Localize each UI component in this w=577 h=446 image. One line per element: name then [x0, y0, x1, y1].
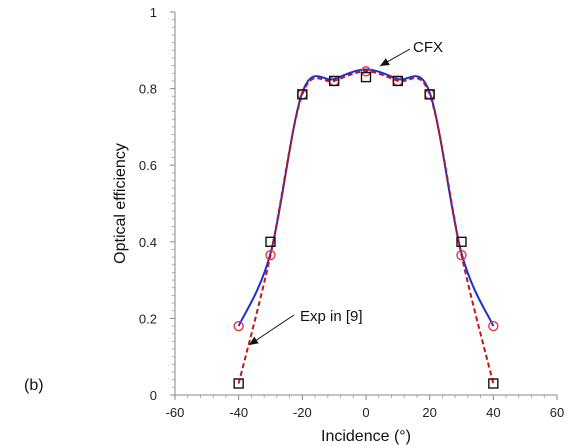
x-tick-label: 40 — [486, 405, 500, 420]
y-tick-label: 0.4 — [139, 235, 157, 250]
square-marker — [424, 89, 435, 100]
square-marker — [360, 71, 372, 83]
square-marker — [297, 89, 308, 100]
square-marker — [488, 378, 499, 389]
y-tick-label: 0.8 — [139, 82, 157, 97]
x-tick-label: 60 — [550, 405, 564, 420]
cfx-arrow-head — [380, 58, 390, 66]
circle-marker — [456, 250, 467, 261]
circle-marker — [360, 66, 372, 77]
series-group — [233, 66, 499, 389]
x-tick-label: -40 — [229, 405, 248, 420]
x-axis-title: Incidence (°) — [321, 428, 411, 445]
x-tick-label: -60 — [166, 405, 185, 420]
square-marker — [456, 236, 467, 248]
cfx-callout-label: CFX — [413, 39, 443, 56]
exp-arrow-head — [249, 336, 259, 345]
x-tick-label: -20 — [293, 405, 312, 420]
axes: -60 -40 -20 0 20 40 60 0 0.2 0.4 0.6 0.8 1 — [139, 5, 564, 420]
circle-marker — [233, 320, 244, 332]
panel-label: (b) — [24, 377, 44, 394]
square-marker — [392, 75, 404, 87]
x-tick-label: 0 — [362, 405, 369, 420]
dashed-line — [237, 70, 495, 384]
y-tick-label: 0 — [150, 388, 157, 403]
exp-arrow-line — [248, 314, 295, 346]
y-tick-label: 0.6 — [139, 158, 157, 173]
annotations: CFX Exp in [9] — [248, 39, 443, 346]
circle-marker — [488, 320, 499, 332]
exp-callout-label: Exp in [9] — [300, 308, 363, 325]
square-marker — [265, 236, 276, 248]
square-marker — [233, 378, 244, 389]
x-tick-label: 20 — [422, 405, 436, 420]
cfx-line — [237, 68, 495, 327]
square-marker — [328, 75, 340, 87]
y-tick-label: 0.2 — [139, 311, 157, 326]
circle-marker — [265, 250, 276, 261]
y-tick-label: 1 — [150, 5, 157, 20]
y-axis-title: Optical efficiency — [112, 143, 129, 264]
